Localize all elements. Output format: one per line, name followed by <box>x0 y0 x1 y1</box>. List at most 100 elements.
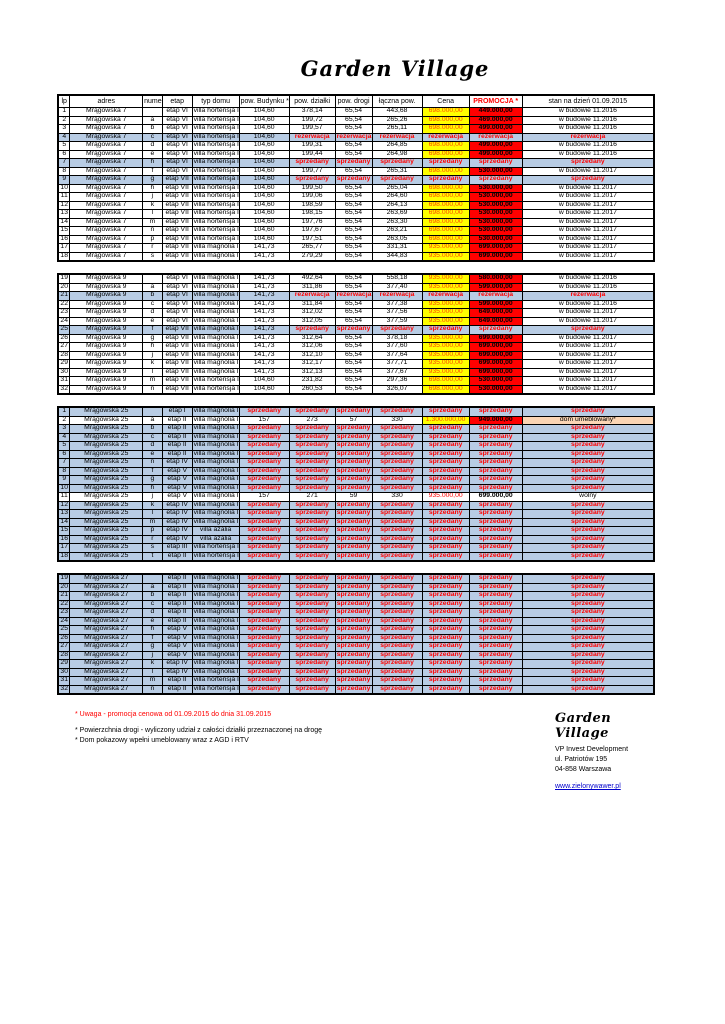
adres-cell: Mrągowska 9 <box>69 316 144 326</box>
lp-cell: 10 <box>57 483 71 493</box>
numer-cell: g <box>142 333 163 343</box>
lp-cell: 29 <box>57 359 71 369</box>
numer-cell: n <box>142 458 163 468</box>
stan-cell: sprzedany <box>521 599 655 609</box>
stan-cell: w budowie 11.2017 <box>521 350 655 360</box>
cena-cell: 1.300.000,00 <box>421 415 470 425</box>
pow-drogi-cell: 65,54 <box>334 166 373 176</box>
laczna-pow-cell: sprzedany <box>371 650 423 660</box>
etap-cell: etap VII <box>161 226 193 236</box>
pow-drogi-cell: sprzedany <box>334 616 373 626</box>
table-row: 13 Mrągowska 7 l etap VII villa hortensja II… <box>57 209 655 219</box>
laczna-pow-cell: 264,85 <box>371 141 423 151</box>
pow-budynku-cell: 104,60 <box>238 384 290 395</box>
laczna-pow-cell: 263,30 <box>371 217 423 227</box>
lp-cell: 24 <box>57 316 71 326</box>
pow-drogi-cell: sprzedany <box>334 175 373 185</box>
cena-cell: 935.000,00 <box>421 251 470 262</box>
table-row: 6 Mrągowska 7 e etap VI villa hortensja II 10… <box>57 149 655 159</box>
pow-drogi-cell: sprzedany <box>334 500 373 510</box>
numer-cell: j <box>142 492 163 502</box>
etap-cell: etap II <box>161 591 193 601</box>
promocja-cell: sprzedany <box>468 591 523 601</box>
company-street: ul. Patriotów 195 <box>555 756 608 764</box>
numer-cell: j <box>142 192 163 202</box>
promocja-cell: 699.000,00 <box>468 342 523 352</box>
etap-cell: etap II <box>161 676 193 686</box>
laczna-pow-cell: sprzedany <box>371 424 423 434</box>
table-row: 15 Mrągowska 25 p etap IV villa azalia sprzed… <box>57 526 655 536</box>
adres-cell: Mrągowska 25 <box>69 551 144 562</box>
document-page: Garden Village lp adres numer etap typ domu p… <box>57 0 655 793</box>
adres-cell: Mrągowska 27 <box>69 608 144 618</box>
promocja-cell: sprzedany <box>468 676 523 686</box>
numer-cell: e <box>142 616 163 626</box>
typ-domu-cell: villa magnolia I <box>191 667 240 677</box>
company-website-link[interactable]: www.zielonywawer.pl <box>555 783 621 791</box>
pow-dzialki-cell: sprzedany <box>288 616 336 626</box>
typ-domu-cell: villa magnolia I <box>191 633 240 643</box>
pow-drogi-cell: sprzedany <box>334 534 373 544</box>
adres-cell: Mrągowska 9 <box>69 384 144 395</box>
etap-cell: etap IV <box>161 500 193 510</box>
lp-cell: 8 <box>57 166 71 176</box>
etap-cell: etap VI <box>161 141 193 151</box>
etap-cell: etap VII <box>161 234 193 244</box>
table-row: 5 Mrągowska 7 d etap VI villa hortensja II 10… <box>57 141 655 151</box>
promocja-cell: 449.000,00 <box>468 107 523 117</box>
stan-cell: sprzedany <box>521 543 655 553</box>
stan-cell: sprzedany <box>521 608 655 618</box>
typ-domu-cell: villa magnolia I <box>191 466 240 476</box>
numer-cell: h <box>142 483 163 493</box>
pow-drogi-cell: 65,54 <box>334 384 373 395</box>
laczna-pow-cell: 297,36 <box>371 376 423 386</box>
adres-cell: Mrągowska 7 <box>69 124 144 134</box>
pow-drogi-cell: rezerwacja <box>334 132 373 142</box>
lp-cell: 31 <box>57 676 71 686</box>
footnote-road: * Powierzchnia drogi - wyliczony udział … <box>75 727 323 734</box>
cena-cell: sprzedany <box>421 543 470 553</box>
cena-cell: 698.000,00 <box>421 166 470 176</box>
numer-cell: n <box>142 684 163 695</box>
pow-budynku-cell: 104,60 <box>238 376 290 386</box>
pow-drogi-cell: 65,54 <box>334 200 373 210</box>
table-row: 15 Mrągowska 7 n etap VII villa hortensja II… <box>57 226 655 236</box>
pow-drogi-cell: sprzedany <box>334 424 373 434</box>
pow-budynku-cell: sprzedany <box>238 659 290 669</box>
typ-domu-cell: villa hortensja II <box>191 158 240 168</box>
table-row: 28 Mrągowska 9 j etap VII villa magnolia II 1… <box>57 350 655 360</box>
cena-cell: 935.000,00 <box>421 359 470 369</box>
pow-drogi-cell: sprzedany <box>334 543 373 553</box>
pow-drogi-cell: sprzedany <box>334 608 373 618</box>
laczna-pow-cell: 263,21 <box>371 226 423 236</box>
cena-cell: 698.000,00 <box>421 217 470 227</box>
promocja-cell: sprzedany <box>468 458 523 468</box>
laczna-pow-cell: 377,40 <box>371 282 423 292</box>
typ-domu-cell: villa magnolia I <box>191 642 240 652</box>
laczna-pow-cell: sprzedany <box>371 406 423 417</box>
typ-domu-cell: villa magnolia I <box>191 616 240 626</box>
typ-domu-cell: villa hortensja II <box>191 234 240 244</box>
numer-cell: b <box>142 591 163 601</box>
lp-cell: 20 <box>57 582 71 592</box>
pow-budynku-cell: sprzedany <box>238 625 290 635</box>
stan-cell: w budowie 11.2017 <box>521 333 655 343</box>
promocja-cell: rezerwacja <box>468 132 523 142</box>
pow-drogi-cell: sprzedany <box>334 475 373 485</box>
stan-cell: sprzedany <box>521 551 655 562</box>
numer-cell: e <box>142 316 163 326</box>
adres-cell: Mrągowska 27 <box>69 676 144 686</box>
lp-cell: 9 <box>57 475 71 485</box>
cena-cell: 935.000,00 <box>421 282 470 292</box>
typ-domu-cell: villa hortensja II <box>191 384 240 395</box>
laczna-pow-cell: sprzedany <box>371 659 423 669</box>
pow-drogi-cell: 65,54 <box>334 243 373 253</box>
column-header-pow-drogi: pow. drogi <box>334 94 373 108</box>
typ-domu-cell: villa hortensja I <box>191 551 240 562</box>
stan-cell: sprzedany <box>521 676 655 686</box>
